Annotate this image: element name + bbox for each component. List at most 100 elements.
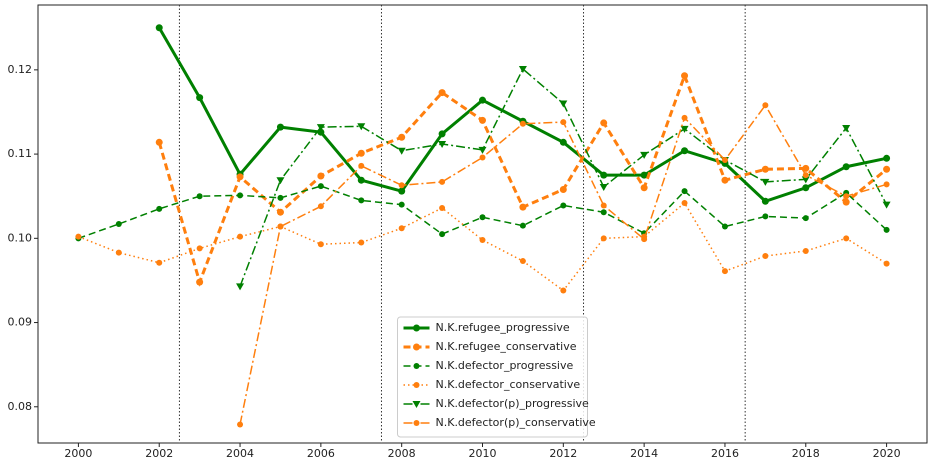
marker [237,421,244,428]
x-tick-label: 2004 [226,447,254,460]
y-tick-label: 0.11 [8,147,33,160]
legend: N.K.refugee_progressive N.K.refugee_conse… [397,316,596,438]
marker [640,151,649,159]
marker [412,401,421,408]
marker [761,197,769,205]
marker [640,184,648,192]
marker [156,259,163,266]
legend-label: N.K.refugee_conservative [436,340,577,353]
marker [196,94,204,102]
marker [237,192,244,199]
marker [600,209,607,216]
marker [802,247,809,254]
marker [276,123,284,131]
marker [115,249,122,256]
y-tick-label: 0.10 [8,231,33,244]
marker [518,66,527,74]
marker [721,176,729,184]
marker [519,258,526,265]
marker [317,241,324,248]
marker [398,225,405,232]
marker [641,236,648,243]
marker [681,147,689,155]
y-tick-label: 0.09 [8,316,33,329]
marker [196,245,203,252]
x-tick-label: 2012 [549,447,577,460]
legend-label: N.K.defector_progressive [436,359,574,372]
marker [237,233,244,240]
marker [762,102,769,109]
marker [277,194,284,201]
marker [519,222,526,229]
x-tick-label: 2010 [469,447,497,460]
marker [883,154,891,162]
marker [681,199,688,206]
series-line [157,71,888,287]
marker [478,146,487,154]
marker [479,214,486,221]
x-tick-label: 2000 [64,447,92,460]
marker [762,253,769,260]
marker [680,125,689,133]
marker [600,171,608,179]
marker [358,162,365,169]
marker [438,130,446,138]
marker [883,260,890,267]
x-tick-label: 2016 [711,447,739,460]
marker [640,171,648,179]
marker [560,287,567,294]
x-tick-label: 2020 [873,447,901,460]
marker [155,138,163,146]
marker [761,178,770,186]
marker [155,24,163,32]
marker [559,100,568,108]
marker [413,382,420,388]
marker [761,165,769,173]
marker [196,278,204,286]
marker [802,164,810,172]
x-tick-label: 2006 [307,447,335,460]
marker [842,163,850,171]
legend-box [397,316,588,438]
marker [317,203,324,210]
marker [413,420,420,426]
marker [236,283,245,291]
marker [600,235,607,242]
marker [600,119,608,127]
marker [398,201,405,208]
marker [317,172,325,180]
marker [316,124,325,132]
marker [883,226,890,233]
marker [721,223,728,230]
marker [115,221,122,227]
marker [276,177,285,185]
marker [843,193,850,200]
marker [413,324,420,332]
marker [519,120,526,127]
marker [842,198,850,206]
marker [156,205,163,212]
marker [317,183,324,190]
marker [681,72,689,80]
marker [398,182,405,189]
marker [883,165,891,173]
marker [397,147,406,155]
marker [439,204,446,211]
marker [842,124,851,132]
series-line [78,185,888,240]
x-tick-label: 2008 [388,447,416,460]
marker [721,268,728,275]
marker [681,188,688,195]
marker [438,89,446,97]
x-tick-label: 2002 [145,447,173,460]
marker [802,172,809,179]
marker [560,119,567,126]
marker [883,181,890,188]
legend-label: N.K.defector(p)_progressive [436,397,590,410]
marker [559,185,567,193]
marker [358,239,365,246]
marker [519,203,527,211]
y-tick-label: 0.08 [8,400,33,413]
marker [196,193,203,200]
